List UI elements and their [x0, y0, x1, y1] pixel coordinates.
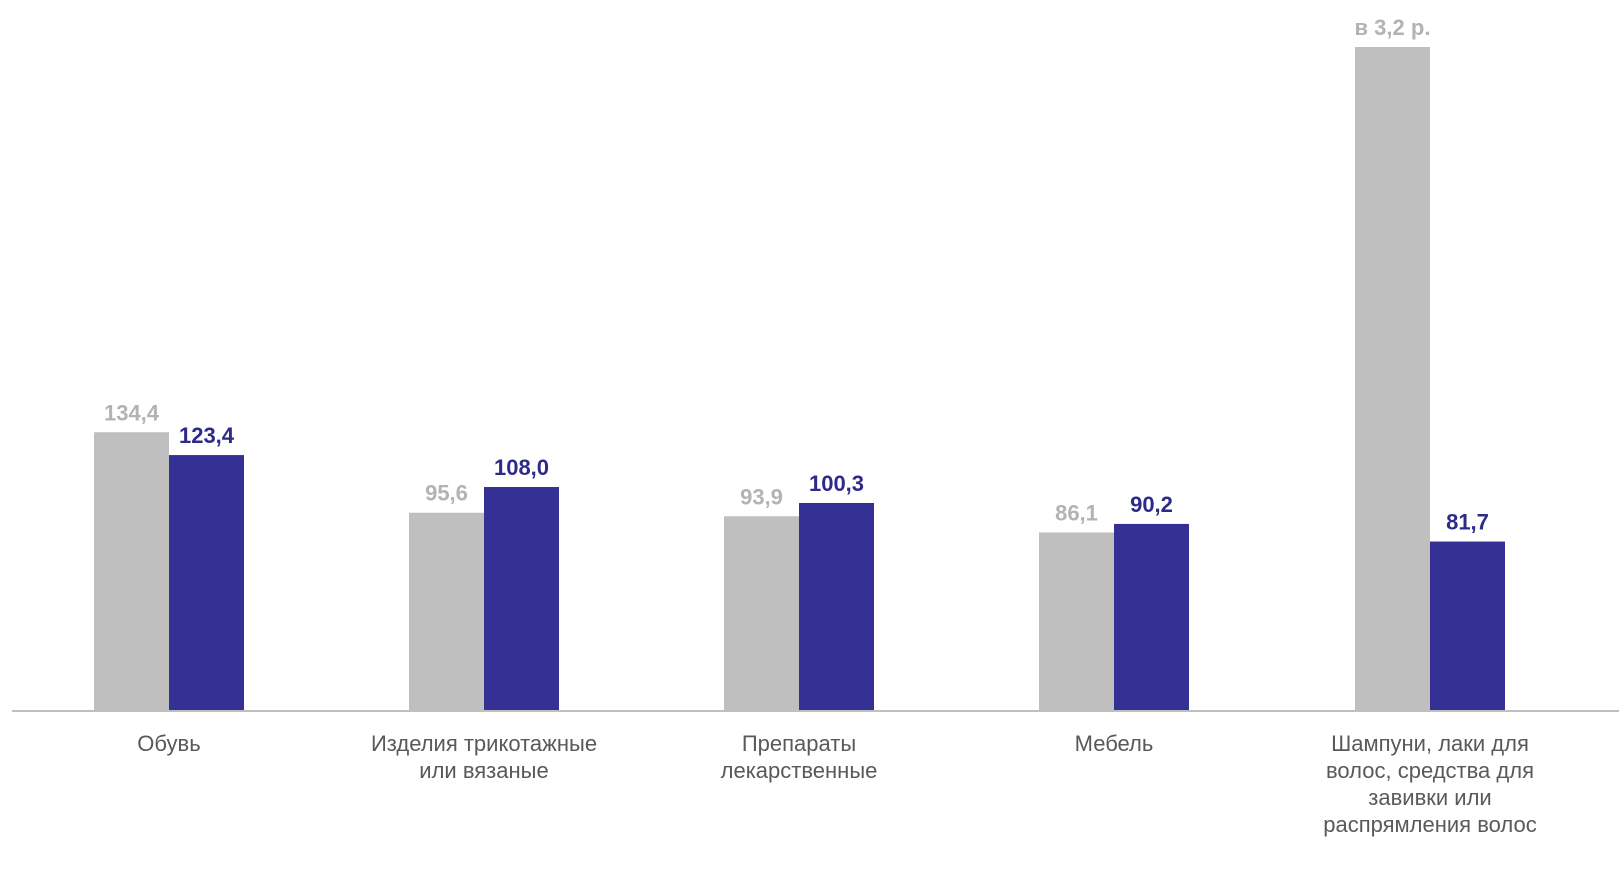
bar-series-1-cat-2 — [409, 512, 484, 711]
value-label-series-1-cat-1: 134,4 — [104, 400, 160, 425]
bar-series-2-cat-2 — [484, 487, 559, 711]
value-label-series-2-cat-4: 90,2 — [1130, 492, 1173, 517]
value-label-series-1-cat-4: 86,1 — [1055, 500, 1098, 525]
category-label-line: Мебель — [1075, 731, 1154, 756]
category-label-2: Изделия трикотажные или вязаные — [371, 731, 597, 783]
bar-series-1-cat-3 — [724, 516, 799, 711]
category-labels-layer: Обувь Изделия трикотажные или вязаные Препа… — [137, 731, 1536, 837]
bars-layer — [94, 47, 1505, 711]
category-label-line: Обувь — [137, 731, 200, 756]
value-label-series-2-cat-2: 108,0 — [494, 455, 549, 480]
bar-series-2-cat-3 — [799, 502, 874, 711]
value-label-series-1-cat-5: в 3,2 р. — [1355, 15, 1431, 40]
category-label-3: Препараты лекарственные — [721, 731, 878, 783]
category-label-line: Изделия трикотажные — [371, 731, 597, 756]
category-label-line: Препараты — [742, 731, 856, 756]
category-label-5: Шампуни, лаки для волос, средства для зави… — [1323, 731, 1536, 837]
value-label-series-2-cat-1: 123,4 — [179, 423, 235, 448]
bar-series-1-cat-1 — [94, 432, 169, 711]
value-label-series-2-cat-5: 81,7 — [1446, 510, 1489, 535]
category-label-1: Обувь — [137, 731, 200, 756]
value-labels-layer: 134,4 95,6 93,9 86,1 в 3,2 р. 123,4 108,0 100,3… — [104, 15, 1489, 535]
value-label-series-1-cat-2: 95,6 — [425, 481, 468, 506]
category-label-line: распрямления волос — [1323, 812, 1536, 837]
value-label-series-1-cat-3: 93,9 — [740, 484, 783, 509]
category-label-line: Шампуни, лаки для — [1331, 731, 1529, 756]
category-label-line: лекарственные — [721, 758, 878, 783]
category-label-line: завивки или — [1368, 785, 1491, 810]
value-label-series-2-cat-3: 100,3 — [809, 471, 864, 496]
bar-series-2-cat-1 — [169, 455, 244, 711]
category-label-line: волос, средства для — [1326, 758, 1534, 783]
category-label-line: или вязаные — [419, 758, 548, 783]
category-label-4: Мебель — [1075, 731, 1154, 756]
bar-series-1-cat-5 — [1355, 47, 1430, 711]
bar-series-2-cat-4 — [1114, 523, 1189, 711]
bar-series-1-cat-4 — [1039, 532, 1114, 711]
bar-series-2-cat-5 — [1430, 541, 1505, 711]
